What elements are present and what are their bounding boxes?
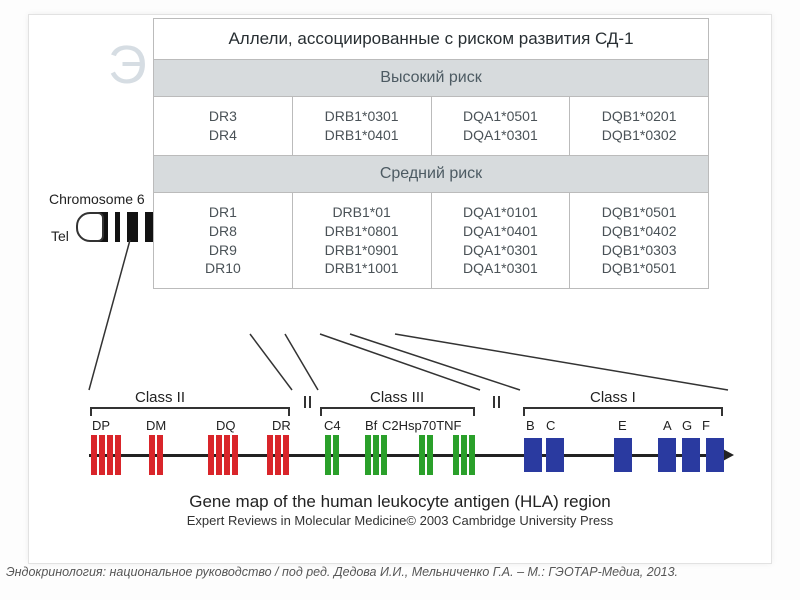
gene-tick <box>682 438 700 472</box>
chromo-band <box>108 212 115 242</box>
tel-label: Tel <box>51 228 69 244</box>
gene-tick <box>381 435 387 475</box>
gene-tick <box>373 435 379 475</box>
copyright-text: Expert Reviews in Molecular Medicine© 20… <box>0 513 800 528</box>
gene-tick <box>283 435 289 475</box>
gene-tick <box>115 435 121 475</box>
class-bracket <box>523 407 723 416</box>
class-label: Class I <box>590 389 636 406</box>
gene-label: C2Hsp70TNF <box>382 418 461 433</box>
gene-tick <box>524 438 542 472</box>
gene-label: DM <box>146 418 166 433</box>
gene-tick <box>461 435 467 475</box>
gene-tick <box>149 435 155 475</box>
gene-tick <box>267 435 273 475</box>
gene-label: DQ <box>216 418 236 433</box>
gene-label: C <box>546 418 555 433</box>
gene-label: E <box>618 418 627 433</box>
gene-tick <box>419 435 425 475</box>
table-cell: DQA1*0501DQA1*0301 <box>432 97 571 155</box>
gene-tick <box>469 435 475 475</box>
gene-tick <box>99 435 105 475</box>
gene-tick <box>208 435 214 475</box>
gene-tick <box>706 438 724 472</box>
gene-tick <box>614 438 632 472</box>
gene-tick <box>658 438 676 472</box>
gene-tick <box>107 435 113 475</box>
gene-tick <box>91 435 97 475</box>
class-bracket <box>90 407 290 416</box>
mid-risk-row: DR1DR8DR9DR10DRB1*01DRB1*0801DRB1*0901DR… <box>154 192 708 289</box>
high-risk-row: DR3DR4DRB1*0301DRB1*0401DQA1*0501DQA1*03… <box>154 96 708 155</box>
citation-text: Эндокринология: национальное руководство… <box>6 565 794 580</box>
gene-tick <box>157 435 163 475</box>
gene-tick <box>216 435 222 475</box>
table-cell: DQB1*0201DQB1*0302 <box>570 97 708 155</box>
chromo-band <box>138 212 145 242</box>
gene-tick <box>232 435 238 475</box>
gene-label: Bf <box>365 418 377 433</box>
gene-label: A <box>663 418 672 433</box>
allele-risk-table: Аллели, ассоциированные с риском развити… <box>153 18 709 289</box>
gene-map-caption: Gene map of the human leukocyte antigen … <box>0 492 800 512</box>
table-cell: DQA1*0101DQA1*0401DQA1*0301DQA1*0301 <box>432 193 571 289</box>
table-cell: DQB1*0501DQB1*0402DQB1*0303DQB1*0501 <box>570 193 708 289</box>
gene-label: DR <box>272 418 291 433</box>
class-bracket <box>320 407 475 416</box>
gene-label: G <box>682 418 692 433</box>
class-label: Class II <box>135 389 185 406</box>
gene-label: DP <box>92 418 110 433</box>
high-risk-header: Высокий риск <box>154 59 708 96</box>
gene-tick <box>453 435 459 475</box>
table-title: Аллели, ассоциированные с риском развити… <box>154 19 708 59</box>
gene-label: C4 <box>324 418 341 433</box>
mid-risk-header: Средний риск <box>154 155 708 192</box>
gene-tick <box>427 435 433 475</box>
table-cell: DR1DR8DR9DR10 <box>154 193 293 289</box>
gene-tick <box>325 435 331 475</box>
chromosome-tel-cap <box>76 212 104 242</box>
gene-tick <box>546 438 564 472</box>
gene-tick <box>275 435 281 475</box>
gene-tick <box>224 435 230 475</box>
gene-label: F <box>702 418 710 433</box>
table-cell: DR3DR4 <box>154 97 293 155</box>
table-cell: DRB1*0301DRB1*0401 <box>293 97 432 155</box>
gene-tick <box>333 435 339 475</box>
class-label: Class III <box>370 389 424 406</box>
gene-tick <box>365 435 371 475</box>
chromo-band <box>120 212 127 242</box>
gene-label: B <box>526 418 535 433</box>
chromosome-label: Chromosome 6 <box>49 191 145 207</box>
table-cell: DRB1*01DRB1*0801DRB1*0901DRB1*1001 <box>293 193 432 289</box>
background-letter: Э <box>108 34 149 96</box>
